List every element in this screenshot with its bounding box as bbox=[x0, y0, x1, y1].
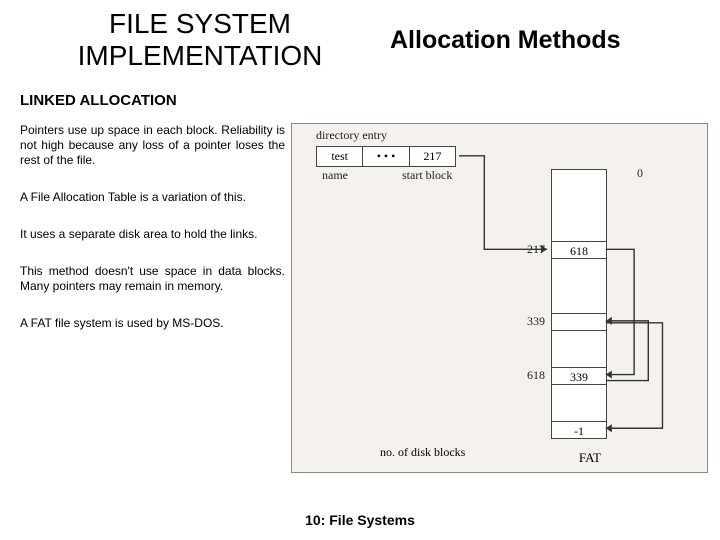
page-subtitle: Allocation Methods bbox=[390, 26, 621, 55]
page-title: FILE SYSTEM IMPLEMENTATION bbox=[50, 8, 350, 72]
paragraph: Pointers use up space in each block. Rel… bbox=[20, 123, 285, 168]
paragraph: It uses a separate disk area to hold the… bbox=[20, 227, 285, 242]
paragraph: A FAT file system is used by MS-DOS. bbox=[20, 316, 285, 331]
paragraph: This method doesn't use space in data bl… bbox=[20, 264, 285, 294]
link-arrows bbox=[292, 124, 707, 472]
paragraph: A File Allocation Table is a variation o… bbox=[20, 190, 285, 205]
body-text: Pointers use up space in each block. Rel… bbox=[20, 123, 285, 473]
fat-diagram: directory entry test • • • 217 name star… bbox=[291, 123, 708, 473]
section-heading: LINKED ALLOCATION bbox=[20, 92, 720, 109]
slide-footer: 10: File Systems bbox=[0, 512, 720, 528]
